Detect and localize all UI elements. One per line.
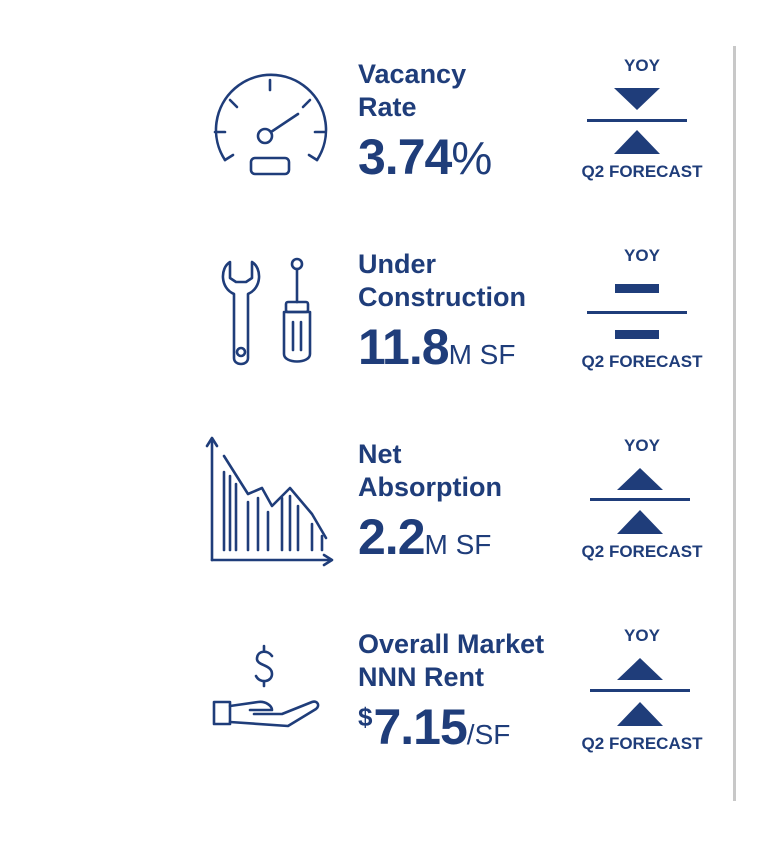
metric-value: 2.2M SF (358, 509, 492, 565)
forecast-flat-bar (615, 330, 659, 339)
trend-indicator: YOY Q2 FORECAST (572, 56, 712, 186)
yoy-label: YOY (624, 56, 660, 75)
metric-value: $7.15/SF (358, 699, 511, 755)
trend-arrows (587, 88, 687, 154)
yoy-label: YOY (624, 436, 660, 455)
forecast-up-arrow (614, 130, 660, 154)
yoy-label: YOY (624, 246, 660, 265)
yoy-up-arrow (617, 468, 663, 490)
metric-value: 11.8M SF (358, 319, 516, 375)
metric-under-construction: Under Construction 11.8M SF YOY Q2 FOREC… (0, 242, 720, 402)
speedometer-icon (200, 62, 340, 202)
forecast-label: Q2 FORECAST (581, 162, 703, 181)
forecast-label: Q2 FORECAST (581, 352, 703, 371)
metric-title: Under Construction (358, 249, 526, 312)
forecast-up-arrow (617, 510, 663, 534)
yoy-down-arrow (614, 88, 660, 110)
trend-indicator: YOY Q2 FORECAST (572, 626, 712, 756)
wrench-screwdriver-icon (200, 250, 340, 390)
yoy-up-arrow (617, 658, 663, 680)
trend-indicator: YOY Q2 FORECAST (572, 246, 712, 376)
trend-arrows (590, 658, 690, 726)
metric-title: Vacancy Rate (358, 59, 467, 122)
trend-separator (587, 311, 687, 314)
vertical-divider (733, 46, 736, 801)
declining-chart-icon (200, 432, 340, 572)
trend-separator (590, 689, 690, 692)
yoy-flat-bar (615, 284, 659, 293)
trend-indicator: YOY Q2 FORECAST (572, 436, 712, 566)
metric-title: Net Absorption (358, 439, 502, 502)
forecast-label: Q2 FORECAST (581, 734, 703, 753)
trend-separator (587, 119, 687, 122)
forecast-up-arrow (617, 702, 663, 726)
metric-value: 3.74% (358, 129, 493, 185)
forecast-label: Q2 FORECAST (581, 542, 703, 561)
trend-arrows (587, 284, 687, 339)
trend-separator (590, 498, 690, 501)
metric-net-absorption: Net Absorption 2.2M SF YOY Q2 FORECAST (0, 432, 720, 592)
metric-vacancy-rate: Vacancy Rate 3.74% YOY Q2 FORECAST (0, 52, 720, 212)
yoy-label: YOY (624, 626, 660, 645)
metric-title: Overall Market NNN Rent (358, 629, 545, 692)
hand-dollar-icon (200, 634, 340, 774)
trend-arrows (590, 468, 690, 534)
metric-nnn-rent: Overall Market NNN Rent $7.15/SF YOY Q2 … (0, 626, 720, 786)
